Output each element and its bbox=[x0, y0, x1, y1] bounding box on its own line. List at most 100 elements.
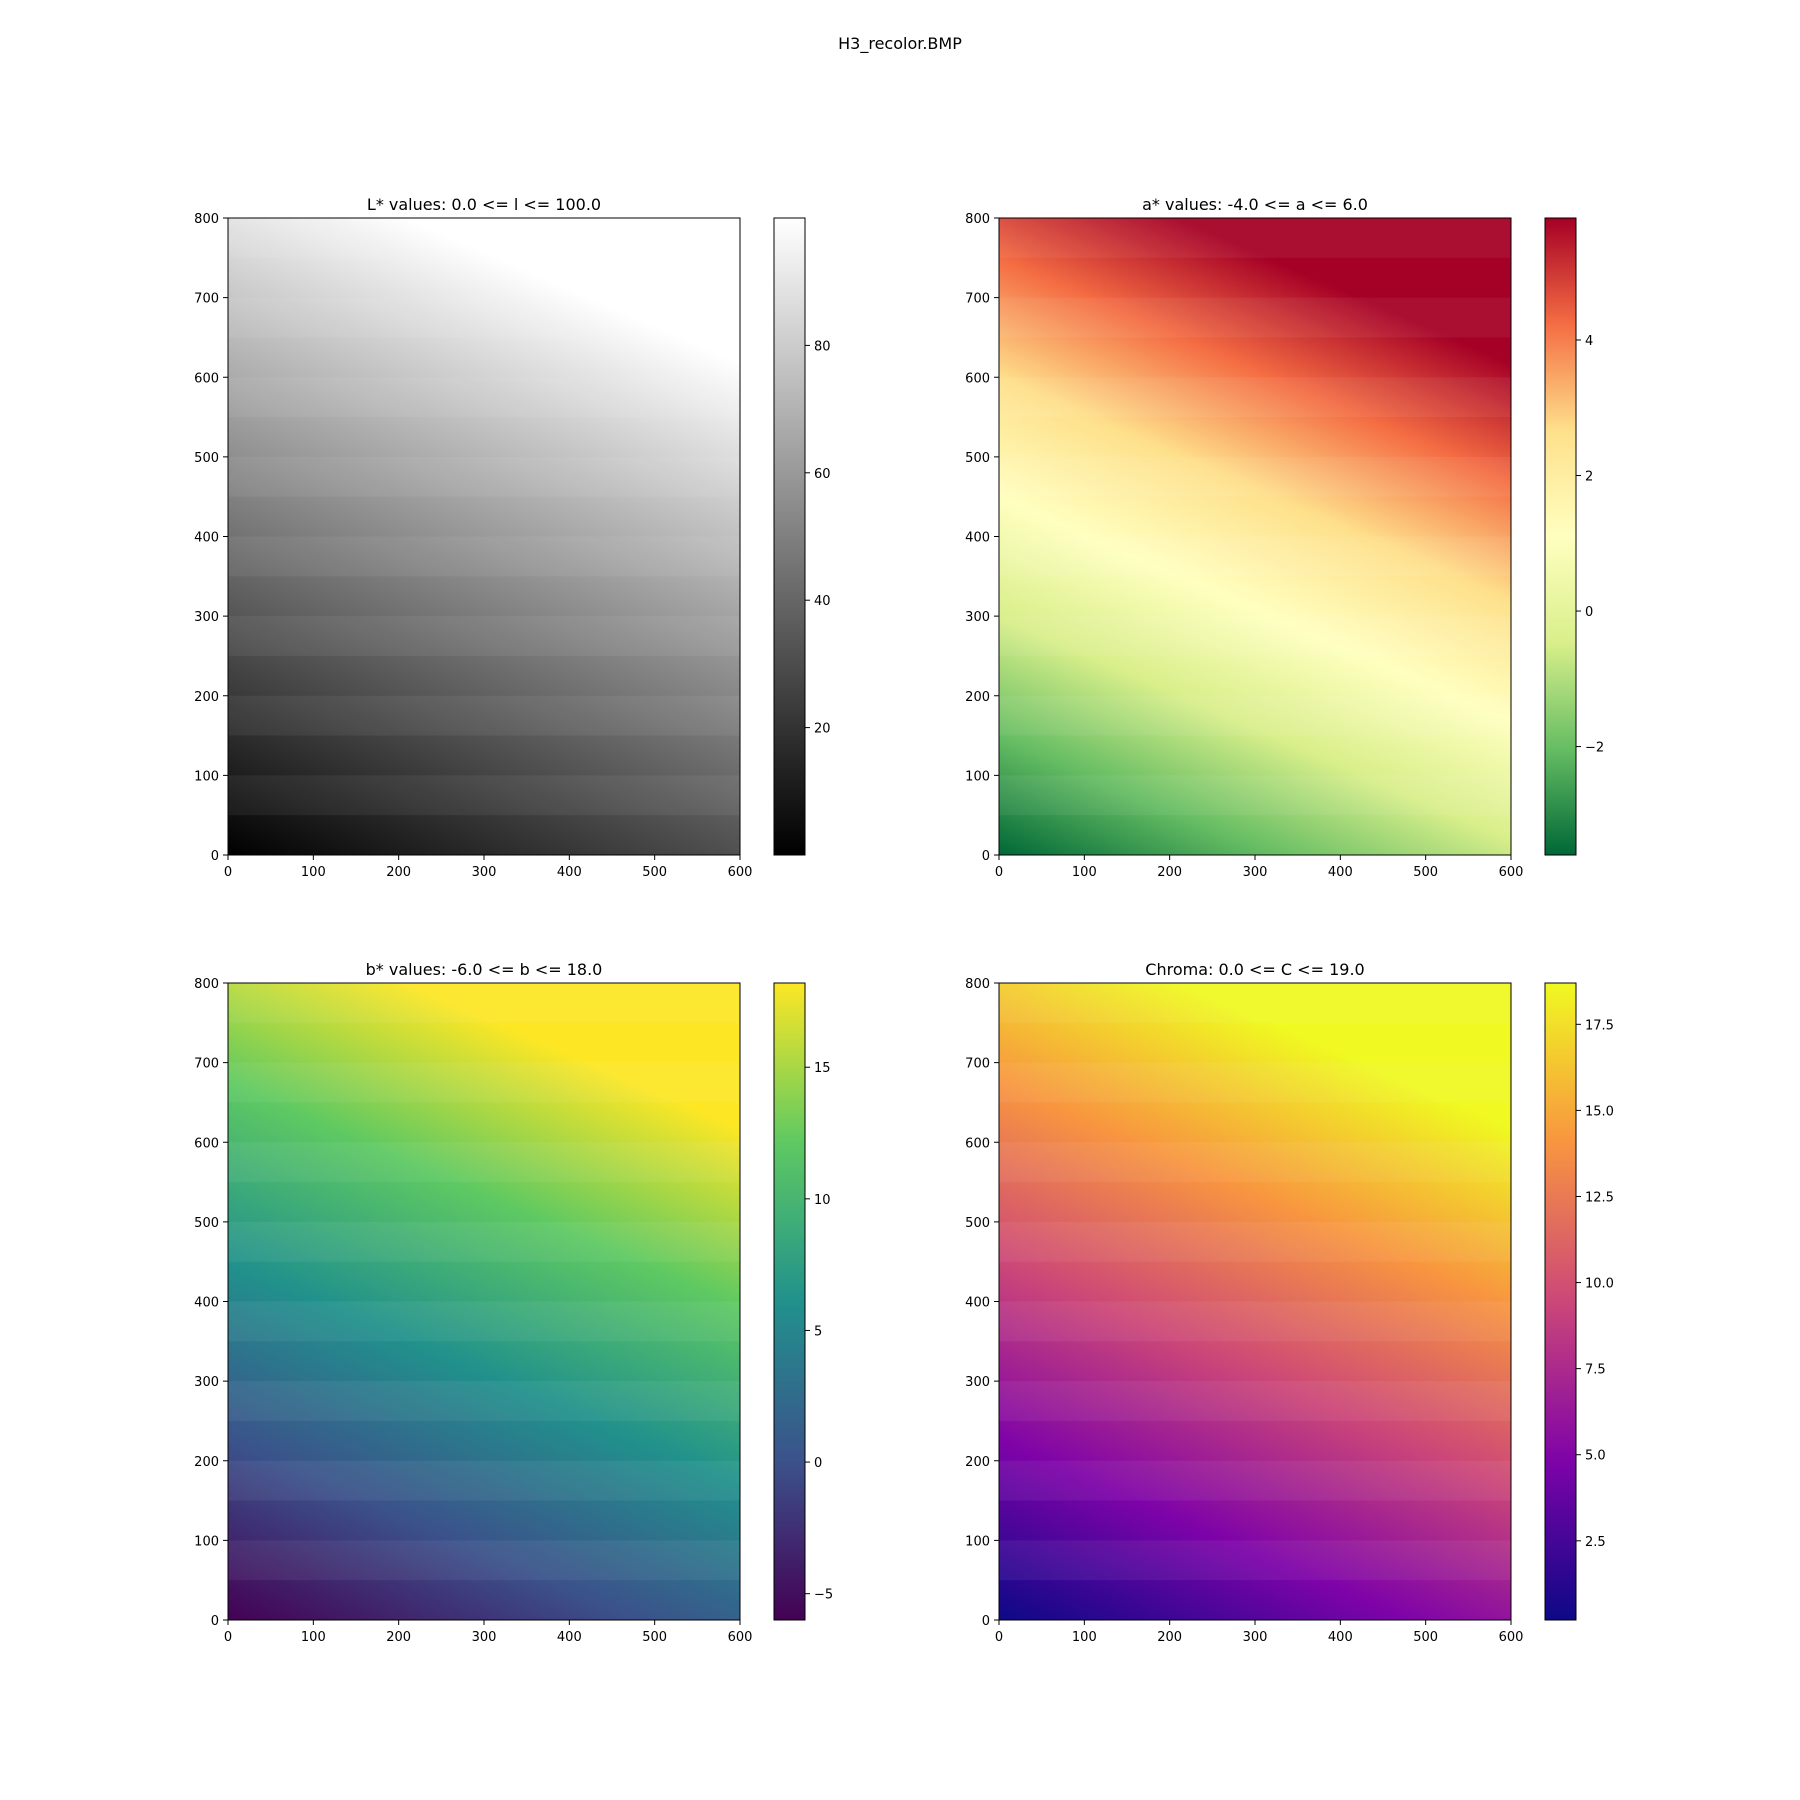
heatmap-texture-band bbox=[999, 218, 1511, 258]
x-tick-label: 0 bbox=[224, 1630, 232, 1645]
heatmap-texture-band bbox=[228, 1062, 740, 1103]
colorbar-tick-label: 40 bbox=[814, 594, 831, 609]
heatmap-texture-band bbox=[228, 695, 740, 736]
heatmap-texture-band bbox=[228, 536, 740, 577]
heatmap-image bbox=[228, 218, 740, 855]
heatmap-texture-band bbox=[228, 1301, 740, 1342]
x-tick-label: 300 bbox=[1243, 865, 1268, 880]
y-tick-label: 500 bbox=[194, 1216, 219, 1231]
heatmap-texture-band bbox=[228, 1142, 740, 1183]
x-tick-label: 600 bbox=[1499, 865, 1524, 880]
y-tick-label: 0 bbox=[982, 1614, 990, 1629]
heatmap-texture-band bbox=[228, 297, 740, 338]
y-tick-label: 300 bbox=[194, 610, 219, 625]
y-tick-label: 600 bbox=[965, 1136, 990, 1151]
heatmap-texture-band bbox=[228, 775, 740, 816]
y-tick-label: 200 bbox=[194, 690, 219, 705]
x-tick-label: 600 bbox=[1499, 1630, 1524, 1645]
x-tick-label: 500 bbox=[642, 865, 667, 880]
heatmap-texture-band bbox=[999, 297, 1511, 338]
x-tick-label: 400 bbox=[557, 865, 582, 880]
x-tick-label: 400 bbox=[1328, 865, 1353, 880]
y-tick-label: 700 bbox=[194, 1057, 219, 1072]
y-tick-label: 500 bbox=[194, 451, 219, 466]
y-tick-label: 800 bbox=[194, 977, 219, 992]
y-tick-label: 100 bbox=[965, 769, 990, 784]
x-tick-label: 200 bbox=[1157, 1630, 1182, 1645]
colorbar-tick-label: 0 bbox=[1585, 605, 1593, 620]
y-tick-label: 300 bbox=[965, 1375, 990, 1390]
colorbar-tick-label: 10.0 bbox=[1585, 1277, 1614, 1292]
x-tick-label: 500 bbox=[642, 1630, 667, 1645]
heatmap-texture-band bbox=[999, 1460, 1511, 1501]
heatmap-texture-band bbox=[228, 377, 740, 418]
x-tick-label: 500 bbox=[1413, 865, 1438, 880]
heatmap-texture-band bbox=[228, 983, 740, 1023]
y-tick-label: 400 bbox=[965, 1296, 990, 1311]
colorbar-tick-label: 4 bbox=[1585, 334, 1593, 349]
colorbar bbox=[773, 217, 806, 856]
plot-title: a* values: -4.0 <= a <= 6.0 bbox=[1142, 195, 1368, 214]
y-tick-label: 500 bbox=[965, 451, 990, 466]
x-tick-label: 600 bbox=[728, 865, 753, 880]
heatmap-texture-band bbox=[999, 1142, 1511, 1183]
heatmap-texture-band bbox=[228, 1221, 740, 1262]
y-tick-label: 0 bbox=[211, 849, 219, 864]
heatmap-texture-band bbox=[999, 536, 1511, 577]
x-tick-label: 300 bbox=[1243, 1630, 1268, 1645]
heatmap-texture-band bbox=[999, 1301, 1511, 1342]
y-tick-label: 0 bbox=[982, 849, 990, 864]
y-tick-label: 0 bbox=[211, 1614, 219, 1629]
heatmap-texture-band bbox=[228, 218, 740, 258]
y-tick-label: 700 bbox=[965, 292, 990, 307]
heatmap-texture-band bbox=[999, 983, 1511, 1023]
heatmap-texture-band bbox=[228, 616, 740, 656]
x-tick-label: 200 bbox=[386, 1630, 411, 1645]
x-tick-label: 100 bbox=[1072, 1630, 1097, 1645]
plot-title: L* values: 0.0 <= l <= 100.0 bbox=[367, 195, 601, 214]
heatmap-texture-band bbox=[999, 616, 1511, 656]
y-tick-label: 400 bbox=[194, 531, 219, 546]
colorbar-tick-label: −5 bbox=[814, 1588, 833, 1603]
x-tick-label: 600 bbox=[728, 1630, 753, 1645]
y-tick-label: 400 bbox=[194, 1296, 219, 1311]
figure-title: H3_recolor.BMP bbox=[838, 34, 962, 53]
colorbar-tick-label: 15.0 bbox=[1585, 1104, 1614, 1119]
heatmap-texture-band bbox=[999, 695, 1511, 736]
x-tick-label: 100 bbox=[301, 865, 326, 880]
colorbar bbox=[773, 982, 806, 1621]
colorbar-tick-label: 5.0 bbox=[1585, 1449, 1606, 1464]
colorbar-tick-label: 0 bbox=[814, 1456, 822, 1471]
x-tick-label: 0 bbox=[224, 865, 232, 880]
heatmap-texture-band bbox=[228, 1460, 740, 1501]
heatmap-texture-band bbox=[228, 1381, 740, 1421]
colorbar-tick-label: 2 bbox=[1585, 470, 1593, 485]
colorbar-tick-label: 12.5 bbox=[1585, 1190, 1614, 1205]
x-tick-label: 200 bbox=[386, 865, 411, 880]
colorbar bbox=[1544, 982, 1577, 1621]
heatmap-texture-band bbox=[228, 456, 740, 497]
heatmap-texture-band bbox=[999, 377, 1511, 418]
heatmap-texture-band bbox=[999, 1540, 1511, 1581]
y-tick-label: 700 bbox=[194, 292, 219, 307]
x-tick-label: 300 bbox=[472, 1630, 497, 1645]
x-tick-label: 200 bbox=[1157, 865, 1182, 880]
x-tick-label: 0 bbox=[995, 865, 1003, 880]
y-tick-label: 100 bbox=[194, 1534, 219, 1549]
colorbar-tick-label: 60 bbox=[814, 467, 831, 482]
y-tick-label: 800 bbox=[965, 977, 990, 992]
y-tick-label: 600 bbox=[194, 1136, 219, 1151]
heatmap-texture-band bbox=[228, 1540, 740, 1581]
colorbar-tick-label: 17.5 bbox=[1585, 1018, 1614, 1033]
x-tick-label: 300 bbox=[472, 865, 497, 880]
heatmap-texture-band bbox=[999, 456, 1511, 497]
heatmap-texture-band bbox=[999, 1381, 1511, 1421]
colorbar-tick-label: 7.5 bbox=[1585, 1363, 1606, 1378]
colorbar-tick-label: 5 bbox=[814, 1324, 822, 1339]
y-tick-label: 200 bbox=[965, 690, 990, 705]
y-tick-label: 800 bbox=[965, 212, 990, 227]
x-tick-label: 400 bbox=[557, 1630, 582, 1645]
plot-title: b* values: -6.0 <= b <= 18.0 bbox=[366, 960, 603, 979]
y-tick-label: 700 bbox=[965, 1057, 990, 1072]
